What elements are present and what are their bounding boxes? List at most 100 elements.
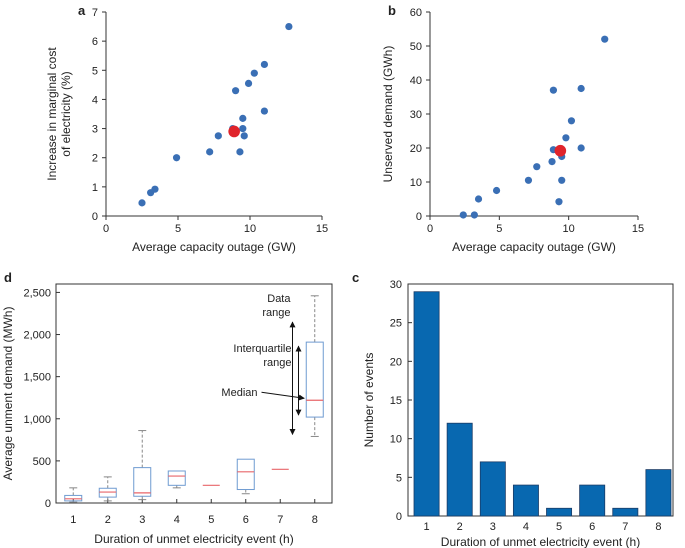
panel-d-plot-frame [55, 283, 333, 504]
panel-d-x-tick-label: 4 [174, 514, 180, 526]
panel-d-annotation-interquartile-range: Interquartile [233, 343, 291, 355]
panel-a-data-point [172, 154, 181, 162]
panel-b-y-tick-label: 10 [410, 177, 422, 189]
panel-d-y-tick-label: 500 [33, 456, 51, 468]
panel-a-y-tick-label: 3 [92, 124, 98, 136]
panel-a-data-point [260, 60, 268, 69]
panel-b-data-point [555, 198, 563, 206]
panel-d-x-tick-label: 3 [139, 514, 145, 526]
panel-letter-a: a [78, 3, 86, 18]
panel-d-x-tick-label: 1 [70, 514, 76, 526]
panel-a-data-point [260, 107, 268, 115]
panel-a-data-point [206, 148, 214, 156]
panel-a-x-tick-label: 5 [175, 223, 181, 235]
panel-b-data-point [601, 35, 609, 43]
panel-c-x-tick-label: 8 [655, 521, 661, 533]
panel-b-data-point [577, 144, 585, 152]
panel-c-x-tick-label: 1 [424, 521, 430, 533]
panel-b-y-tick-label: 40 [410, 75, 422, 87]
panel-d-x-axis-label: Duration of unmet electricity event (h) [94, 532, 293, 546]
panel-a-y-tick-label: 7 [92, 7, 98, 19]
panel-d-x-tick-label: 5 [208, 514, 214, 526]
panel-a-x-tick-label: 15 [316, 223, 328, 235]
panel-c-x-tick-label: 7 [622, 521, 628, 533]
panel-d-box [167, 470, 186, 486]
panel-b-highlight-point [554, 144, 567, 157]
panel-c-x-tick-label: 4 [523, 521, 529, 533]
panel-a-y-tick-label: 5 [92, 65, 98, 77]
panel-a-data-point [138, 199, 146, 207]
panel-b-data-point [577, 84, 585, 93]
panel-c-bar [546, 507, 573, 517]
panel-c-x-tick-label: 3 [490, 521, 496, 533]
panel-b-data-point [533, 163, 541, 171]
panel-a-x-tick-label: 0 [103, 223, 109, 235]
panel-b-y-tick-label: 0 [416, 211, 422, 223]
panel-c-bar [479, 461, 506, 517]
panel-d-y-tick-label: 0 [45, 498, 51, 510]
panel-b-y-tick-label: 30 [410, 109, 422, 121]
panel-a-data-point [239, 124, 247, 133]
panel-d-box [133, 467, 152, 497]
panel-a-y-axis-label: Increase in marginal cost [45, 47, 59, 181]
panel-d-y-tick-label: 1,500 [23, 372, 51, 384]
panel-d-box-plot: 0 500 1,000 1,500 2,000 2,500 1 2 3 4 5 6 7 8 Data rang… [1, 283, 333, 546]
panel-b-x-tick-label: 5 [496, 223, 502, 235]
panel-c-bar [579, 484, 606, 517]
panel-c-y-tick-label: 25 [390, 318, 402, 330]
panel-c-bar [413, 291, 440, 517]
panel-d-median-arrow [261, 391, 305, 401]
panel-a-data-point [240, 132, 248, 140]
panel-d-x-tick-label: 2 [105, 514, 111, 526]
panel-c-y-tick-label: 5 [396, 472, 402, 484]
panel-a-data-point [244, 79, 253, 87]
panel-a-y-tick-label: 0 [92, 211, 98, 223]
panel-b-data-point [558, 176, 566, 184]
panel-d-box [98, 487, 117, 498]
panel-d-y-tick-label: 1,000 [23, 414, 51, 426]
panel-a-y-tick-label: 4 [92, 94, 98, 106]
panel-a-y-tick-label: 6 [92, 36, 98, 48]
panel-a-data-point [236, 148, 244, 156]
panel-b-data-point [567, 117, 576, 125]
panel-b-x-tick-label: 0 [427, 223, 433, 235]
panel-a-data-point [239, 114, 247, 122]
panel-a-x-tick-label: 10 [244, 223, 256, 235]
panel-d-x-tick-label: 8 [312, 514, 318, 526]
panel-c-bar [446, 422, 473, 517]
panel-b-x-tick-label: 15 [632, 223, 644, 235]
panel-c-y-tick-label: 15 [390, 395, 402, 407]
panel-c-bar [612, 507, 639, 517]
panel-letter-b: b [388, 3, 396, 18]
panel-d-x-tick-label: 6 [243, 514, 249, 526]
panel-b-data-point [549, 86, 558, 94]
panel-a-data-point [232, 87, 240, 95]
panel-a-data-point [285, 22, 293, 31]
panel-c-y-tick-label: 30 [390, 279, 402, 291]
panel-b-data-point [548, 158, 556, 166]
panel-letter-c: c [352, 270, 359, 285]
panel-a-data-point [151, 185, 159, 193]
panel-a-y-axis-label: of electricity (%) [59, 71, 73, 156]
panel-c-x-tick-label: 6 [589, 521, 595, 533]
panel-b-data-point [470, 211, 478, 219]
panel-d-y-tick-label: 2,000 [23, 330, 51, 342]
panel-a-x-axis-label: Average capacity outage (GW) [132, 240, 296, 254]
panel-b-data-point [524, 176, 533, 184]
panel-b-x-tick-label: 10 [563, 223, 575, 235]
panel-c-y-tick-label: 0 [396, 511, 402, 523]
panel-b-y-tick-label: 50 [410, 41, 422, 53]
panel-d-box [64, 494, 83, 502]
panel-d-x-tick-label: 7 [277, 514, 283, 526]
panel-b-data-point [459, 211, 467, 219]
panel-b-y-tick-label: 60 [410, 7, 422, 19]
panel-a-data-point [214, 132, 222, 140]
panel-b-y-tick-label: 20 [410, 143, 422, 155]
panel-c-bar [645, 469, 672, 517]
panel-c-x-tick-label: 2 [457, 521, 463, 533]
panel-b-data-point [474, 195, 483, 203]
panel-letter-d: d [4, 270, 12, 285]
panel-c-y-tick-label: 20 [390, 356, 402, 368]
panel-c-x-tick-label: 5 [556, 521, 562, 533]
